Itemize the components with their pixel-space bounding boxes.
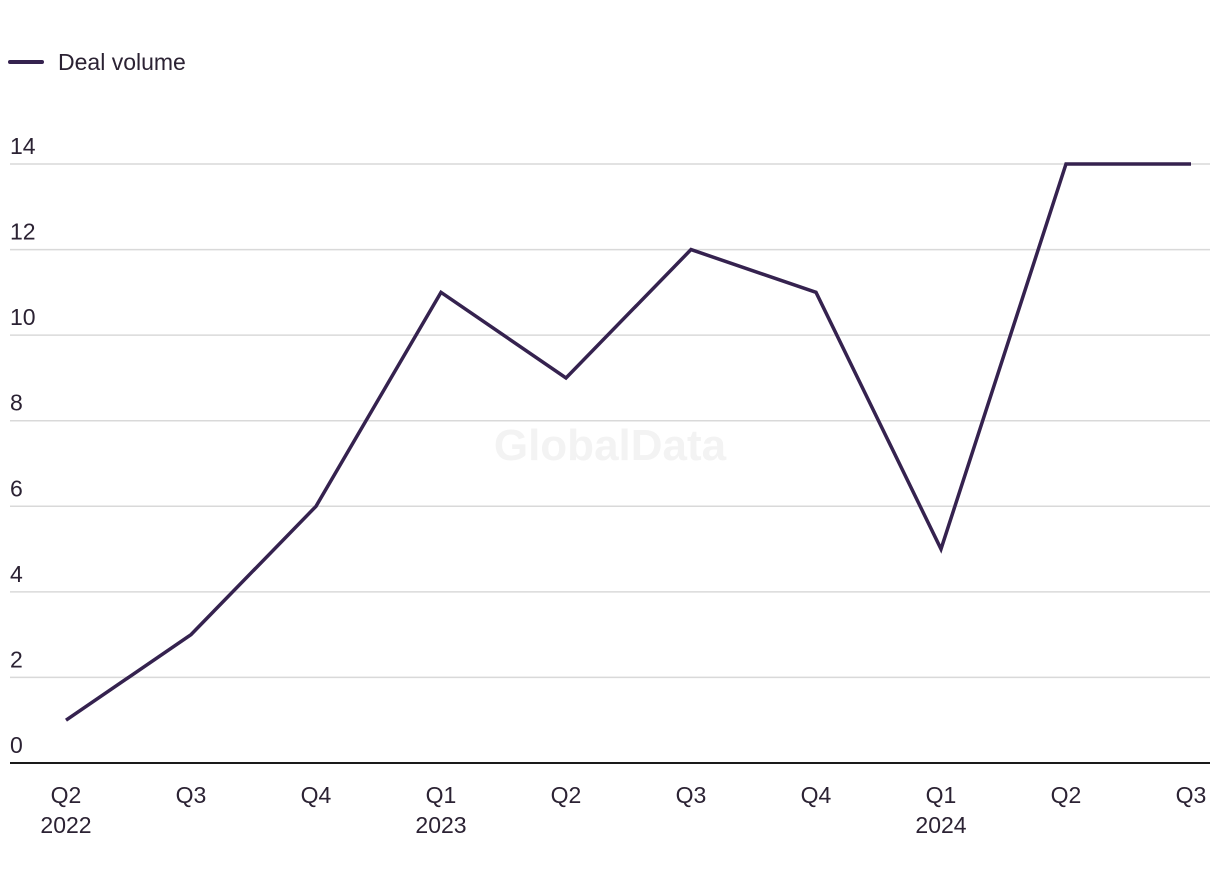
- y-axis-tick-labels: 0 2 4 6 8 10 12 14: [10, 133, 36, 758]
- y-tick-label-2: 2: [10, 646, 23, 672]
- x-tick-label-8: Q2: [1051, 782, 1082, 808]
- y-tick-label-10: 10: [10, 304, 36, 330]
- y-tick-label-14: 14: [10, 133, 36, 159]
- watermark: GlobalData: [494, 421, 727, 470]
- x-tick-label-3: Q1 2023: [415, 782, 466, 838]
- series-lines: [65, 162, 1191, 722]
- x-tick-label-2: Q4: [301, 782, 332, 808]
- x-tick-label-0: Q2 2022: [40, 782, 91, 838]
- legend-label-deal-volume: Deal volume: [58, 49, 186, 75]
- x-axis-tick-labels: Q2 2022 Q3 Q4 Q1 2023 Q2 Q3 Q4 Q1 2024 Q2 Q3: [40, 782, 1206, 838]
- x-tick-label-9: Q3: [1176, 782, 1207, 808]
- x-tick-label-1: Q3: [176, 782, 207, 808]
- y-tick-label-4: 4: [10, 561, 23, 587]
- legend: Deal volume: [8, 49, 186, 75]
- y-tick-label-12: 12: [10, 219, 36, 245]
- y-tick-label-0: 0: [10, 732, 23, 758]
- gridlines: [10, 163, 1210, 679]
- x-tick-label-6: Q4: [801, 782, 832, 808]
- x-tick-label-7: Q1 2024: [915, 782, 966, 838]
- x-tick-label-5: Q3: [676, 782, 707, 808]
- y-tick-label-8: 8: [10, 390, 23, 416]
- series-line-0: [65, 162, 1191, 722]
- y-tick-label-6: 6: [10, 475, 23, 501]
- x-tick-label-4: Q2: [551, 782, 582, 808]
